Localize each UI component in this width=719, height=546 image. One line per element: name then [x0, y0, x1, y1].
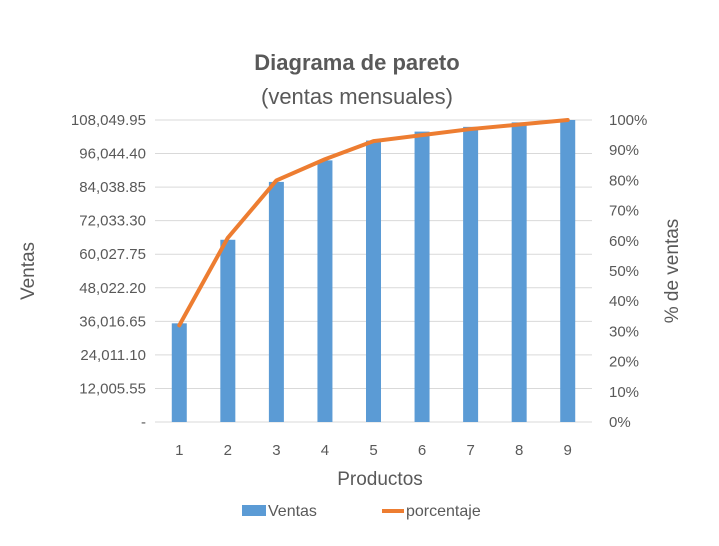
y-axis-ticks: - 12,005.55 24,011.10 36,016.65 48,022.20 60,… [71, 112, 146, 431]
y2-tick-label: 10% [609, 384, 639, 401]
x-tick-label: 7 [466, 442, 474, 459]
x-tick-label: 1 [175, 442, 183, 459]
x-tick-label: 6 [418, 442, 426, 459]
y2-tick-label: 70% [609, 203, 639, 220]
legend-label-ventas: Ventas [268, 503, 317, 520]
bar-ventas [317, 160, 333, 422]
bar-ventas [414, 131, 430, 422]
x-tick-label: 9 [564, 442, 572, 459]
y-tick-label: 60,027.75 [79, 246, 146, 263]
y-tick-label: 84,038.85 [79, 179, 146, 196]
point-porcentaje [275, 179, 277, 181]
y2-tick-label: 50% [609, 263, 639, 280]
legend-label-porcentaje: porcentaje [406, 503, 481, 520]
y-tick-label: 36,016.65 [79, 313, 146, 330]
y-tick-label: 108,049.95 [71, 112, 146, 129]
y2-tick-label: 20% [609, 354, 639, 371]
y-tick-label: 12,005.55 [79, 380, 146, 397]
y2-tick-label: 30% [609, 323, 639, 340]
legend-swatch-ventas [242, 505, 266, 516]
y2-tick-label: 60% [609, 233, 639, 250]
y2-tick-label: 100% [609, 112, 647, 129]
y2-tick-label: 90% [609, 142, 639, 159]
point-porcentaje [373, 140, 374, 142]
bar-ventas [511, 122, 527, 422]
bar-ventas [366, 140, 381, 422]
point-porcentaje [518, 124, 520, 126]
legend: Ventas porcentaje [242, 503, 481, 520]
y2-tick-label: 40% [609, 293, 639, 310]
y-tick-label: - [141, 414, 146, 431]
bar-series [171, 120, 576, 422]
y-tick-label: 24,011.10 [80, 347, 146, 364]
line-series [177, 118, 570, 328]
y2-tick-label: 0% [609, 414, 631, 431]
bar-ventas [268, 181, 284, 422]
y-axis-title: Ventas [18, 242, 39, 300]
point-porcentaje [178, 324, 180, 326]
y2-tick-label: 80% [609, 172, 639, 189]
y2-axis-ticks: 0% 10% 20% 30% 40% 50% 60% 70% 80% 90% 100% [609, 112, 647, 431]
y-tick-label: 48,022.20 [79, 280, 146, 297]
bar-ventas [171, 323, 187, 422]
chart-title: Diagrama de pareto [254, 50, 459, 75]
y-tick-label: 72,033.30 [79, 213, 146, 230]
x-axis-ticks: 1 2 3 4 5 6 7 8 9 [175, 442, 572, 459]
x-tick-label: 5 [369, 442, 377, 459]
point-porcentaje [567, 119, 569, 121]
x-tick-label: 2 [224, 442, 232, 459]
point-porcentaje [324, 158, 326, 160]
x-tick-label: 3 [272, 442, 280, 459]
bar-ventas [220, 239, 236, 422]
x-axis-title: Productos [337, 469, 423, 490]
point-porcentaje [421, 134, 423, 136]
point-porcentaje [227, 237, 229, 239]
y2-axis-title: % de ventas [662, 219, 683, 324]
x-tick-label: 4 [321, 442, 329, 459]
bar-ventas [560, 120, 576, 422]
chart-subtitle: (ventas mensuales) [261, 84, 453, 109]
bar-ventas [463, 126, 479, 422]
x-tick-label: 8 [515, 442, 523, 459]
y-tick-label: 96,044.40 [79, 146, 146, 163]
point-porcentaje [470, 128, 472, 130]
